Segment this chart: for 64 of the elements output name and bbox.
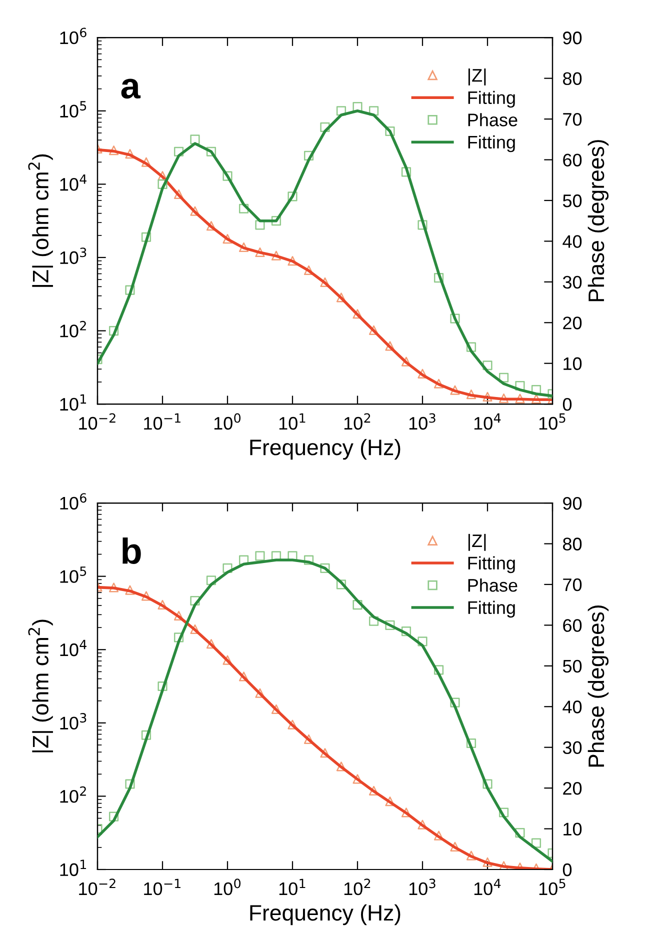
y2-axis-title: Phase (degrees) <box>588 140 609 302</box>
legend-label: Fitting <box>468 90 515 108</box>
y2-tick-label: 20 <box>563 782 582 795</box>
legend-label: Fitting <box>468 556 515 574</box>
y2-tick-label: 80 <box>563 72 582 86</box>
legend-label: |Z| <box>468 68 486 86</box>
x-tick-label: 10$^{5}$ <box>539 878 566 896</box>
y-tick-label: 10$^{2}$ <box>60 320 86 338</box>
y2-tick-label: 70 <box>563 578 582 592</box>
y-tick-label: 10$^{3}$ <box>60 713 86 730</box>
x-tick-label: 10$^{2}$ <box>344 878 370 896</box>
y-axis-title: |Z| (ohm cm$^{2}$) <box>28 620 53 752</box>
x-axis-title: Frequency (Hz) <box>250 904 400 926</box>
y2-tick-label: 70 <box>563 112 582 126</box>
y2-tick-label: 60 <box>563 154 582 166</box>
legend-label: Fitting <box>468 600 515 618</box>
y2-tick-label: 0 <box>562 398 572 411</box>
annotation: b <box>122 538 141 564</box>
y-axis-title: |Z| (ohm cm$^{2}$) <box>28 154 53 287</box>
y-tick-label: 10$^{1}$ <box>60 394 86 411</box>
y2-tick-label: 10 <box>564 822 582 836</box>
y2-tick-label: 50 <box>562 194 582 208</box>
y2-tick-label: 20 <box>563 316 582 330</box>
y2-tick-label: 30 <box>562 276 582 289</box>
y2-tick-label: 40 <box>562 700 582 714</box>
y-tick-label: 10$^{3}$ <box>60 248 86 264</box>
x-tick-label: 10$^{−2}$ <box>79 413 116 430</box>
y2-tick-label: 90 <box>563 32 582 44</box>
y-tick-label: 10$^{5}$ <box>60 566 86 583</box>
x-tick-label: 10$^{0}$ <box>214 878 241 896</box>
y-tick-label: 10$^{6}$ <box>60 28 86 44</box>
annotation: a <box>121 78 141 99</box>
x-tick-label: 10$^{3}$ <box>409 878 436 896</box>
x-tick-label: 10$^{4}$ <box>474 413 501 430</box>
x-axis-title: Frequency (Hz) <box>250 438 400 460</box>
legend-label: Phase <box>468 113 518 126</box>
y-tick-label: 10$^{1}$ <box>60 860 86 876</box>
y2-axis-title: Phase (degrees) <box>588 605 609 767</box>
y2-tick-label: 0 <box>562 863 572 876</box>
x-tick-label: 10$^{2}$ <box>344 413 370 430</box>
y2-tick-label: 30 <box>562 741 582 754</box>
x-tick-label: 10$^{1}$ <box>279 413 306 430</box>
y-tick-label: 10$^{2}$ <box>60 786 86 803</box>
y2-tick-label: 80 <box>563 538 582 550</box>
x-tick-label: 10$^{3}$ <box>409 413 436 430</box>
y-tick-label: 10$^{6}$ <box>60 493 86 510</box>
x-tick-label: 10$^{1}$ <box>279 878 306 896</box>
y2-tick-label: 50 <box>562 660 582 673</box>
y2-tick-label: 60 <box>563 619 582 632</box>
x-tick-label: 10$^{−1}$ <box>144 413 180 430</box>
y2-tick-label: 40 <box>562 235 582 248</box>
legend-label: Fitting <box>468 135 515 152</box>
x-tick-label: 10$^{−2}$ <box>79 878 116 896</box>
y-tick-label: 10$^{4}$ <box>60 640 86 656</box>
y2-tick-label: 90 <box>563 496 582 510</box>
y-tick-label: 10$^{4}$ <box>60 174 86 191</box>
y2-tick-label: 10 <box>564 357 582 370</box>
y-tick-label: 10$^{5}$ <box>60 101 86 118</box>
legend-label: Phase <box>468 578 518 592</box>
legend-label: |Z| <box>468 534 486 551</box>
x-tick-label: 10$^{4}$ <box>474 878 501 896</box>
x-tick-label: 10$^{5}$ <box>539 413 566 430</box>
x-tick-label: 10$^{−1}$ <box>144 878 180 896</box>
x-tick-label: 10$^{0}$ <box>214 413 241 430</box>
